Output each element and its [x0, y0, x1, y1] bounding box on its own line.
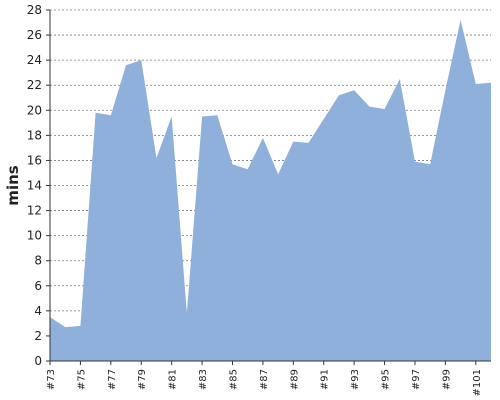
- x-tick-label: #89: [289, 369, 300, 390]
- y-tick-label: 2: [34, 329, 42, 343]
- x-tick-labels: #73 #75 #77 #79 #81 #83 #85 #87 #89 #91 #93 #95 #97 #…: [46, 361, 483, 396]
- y-tick-label: 20: [27, 103, 42, 117]
- y-tick-label: 0: [34, 354, 42, 368]
- y-tick-label: 12: [27, 204, 42, 218]
- x-tick-label: #75: [76, 369, 87, 390]
- x-tick-label: #77: [107, 369, 118, 390]
- x-tick-label: #73: [46, 369, 57, 390]
- y-tick-label: 10: [27, 229, 42, 243]
- x-tick-label: #87: [259, 369, 270, 390]
- y-axis-label: mins: [4, 165, 22, 205]
- y-tick-label: 24: [27, 53, 42, 67]
- area-series: [50, 20, 491, 362]
- x-tick-label: #79: [137, 369, 148, 390]
- y-tick-label: 6: [34, 279, 42, 293]
- x-tick-label: #81: [168, 369, 179, 390]
- x-tick-label: #99: [441, 369, 452, 390]
- x-tick-label: #91: [320, 369, 331, 390]
- x-tick-label: #83: [198, 369, 209, 390]
- y-tick-label: 18: [27, 128, 42, 142]
- y-tick-label: 4: [34, 304, 42, 318]
- x-tick-label: #93: [350, 369, 361, 390]
- y-tick-label: 26: [27, 28, 42, 42]
- y-tick-label: 16: [27, 153, 42, 167]
- x-tick-label: #85: [228, 369, 239, 390]
- y-tick-label: 22: [27, 78, 42, 92]
- y-tick-label: 8: [34, 254, 42, 268]
- y-tick-label: 14: [27, 179, 42, 193]
- y-tick-label: 28: [27, 3, 42, 17]
- x-tick-label: #97: [411, 369, 422, 390]
- x-tick-label: #95: [381, 369, 392, 390]
- x-tick-label: #101: [472, 369, 483, 396]
